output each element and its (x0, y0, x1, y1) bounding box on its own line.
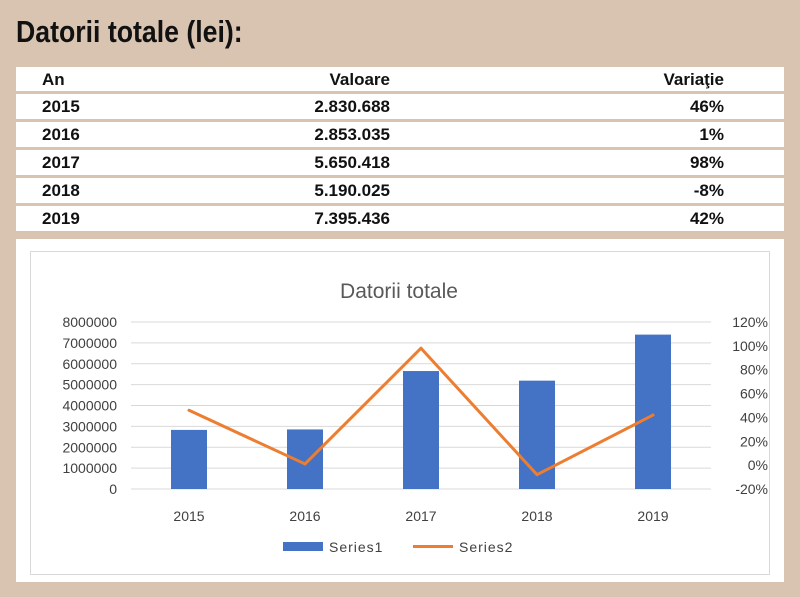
x-tick-label: 2017 (405, 508, 436, 524)
y-left-tick-label: 3000000 (62, 418, 117, 434)
y-right-tick-label: 100% (732, 338, 768, 354)
table-header-row: An Valoare Variaţie (16, 67, 784, 91)
series2-point (187, 408, 191, 412)
series2-point (535, 473, 539, 477)
cell-year: 2015 (42, 97, 80, 116)
header-an: An (42, 70, 65, 89)
legend-label-series2: Series2 (459, 539, 513, 555)
bar (635, 334, 671, 489)
cell-year: 2019 (42, 209, 80, 228)
cell-variation: 98% (689, 153, 724, 172)
y-right-tick-label: 0% (748, 457, 768, 473)
y-left-tick-label: 5000000 (62, 377, 117, 393)
cell-year: 2016 (42, 125, 80, 144)
table-row: 2019 7.395.436 42% (16, 206, 784, 231)
table-row: 2018 5.190.025 -8% (16, 178, 784, 203)
bar (403, 371, 439, 489)
series2-point (651, 413, 655, 417)
y-left-tick-label: 1000000 (62, 460, 117, 476)
bar (171, 429, 207, 489)
cell-variation: 42% (689, 209, 724, 228)
chart-frame: Datorii totale 8000000 7000000 6000000 5000… (30, 251, 770, 575)
table-row: 2017 5.650.418 98% (16, 150, 784, 175)
legend-label-series1: Series1 (329, 539, 383, 555)
header-valoare: Valoare (329, 70, 391, 89)
header-variatie: Variaţie (663, 70, 725, 89)
cell-variation: 46% (689, 97, 724, 116)
cell-value: 5.650.418 (314, 153, 390, 172)
debt-table: An Valoare Variaţie 2015 2.830.688 46% 2… (16, 67, 784, 234)
y-left-tick-label: 8000000 (62, 314, 117, 330)
cell-variation: -8% (693, 181, 724, 200)
x-tick-label: 2016 (289, 508, 320, 524)
y-right-tick-label: 120% (732, 314, 768, 330)
series2-point (419, 346, 423, 350)
table-row: 2016 2.853.035 1% (16, 122, 784, 147)
y-left-tick-label: 2000000 (62, 439, 117, 455)
y-right-tick-label: 60% (740, 386, 768, 402)
cell-value: 5.190.025 (314, 181, 390, 200)
cell-year: 2017 (42, 153, 80, 172)
chart-panel: Datorii totale 8000000 7000000 6000000 5000… (16, 239, 784, 582)
y-left-tick-label: 6000000 (62, 356, 117, 372)
page-title: Datorii totale (lei): (16, 14, 243, 49)
y-left-tick-label: 7000000 (62, 335, 117, 351)
y-right-tick-label: -20% (735, 481, 768, 497)
cell-year: 2018 (42, 181, 80, 200)
bar (519, 380, 555, 489)
cell-value: 7.395.436 (314, 209, 390, 228)
cell-value: 2.853.035 (314, 125, 390, 144)
y-left-tick-label: 4000000 (62, 398, 117, 414)
cell-value: 2.830.688 (314, 97, 390, 116)
x-tick-label: 2019 (637, 508, 668, 524)
combo-chart: Datorii totale 8000000 7000000 6000000 5000… (62, 280, 768, 555)
x-tick-label: 2015 (173, 508, 204, 524)
y-right-tick-label: 40% (740, 409, 768, 425)
table-row: 2015 2.830.688 46% (16, 94, 784, 119)
cell-variation: 1% (699, 125, 724, 144)
legend-swatch-series1 (283, 542, 323, 551)
y-left-tick-label: 0 (109, 481, 117, 497)
chart-title: Datorii totale (340, 280, 458, 303)
x-tick-label: 2018 (521, 508, 552, 524)
y-right-tick-label: 20% (740, 433, 768, 449)
series2-point (303, 462, 307, 466)
y-right-tick-label: 80% (740, 362, 768, 378)
